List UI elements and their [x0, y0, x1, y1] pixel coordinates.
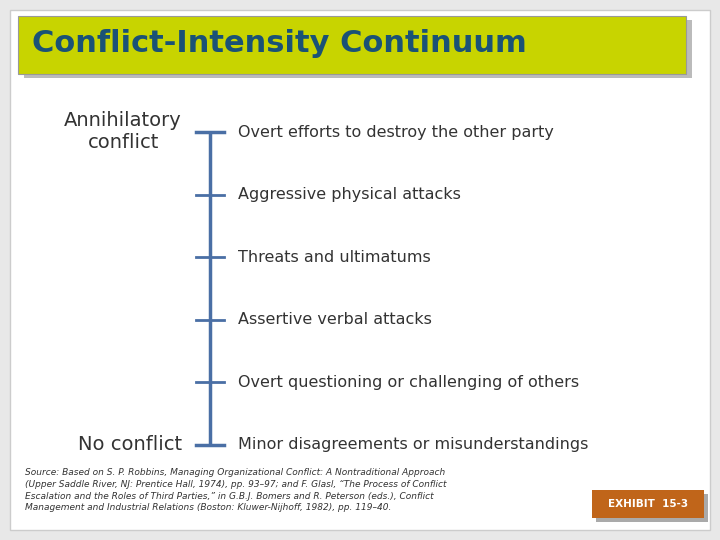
Text: Annihilatory
conflict: Annihilatory conflict — [64, 111, 182, 152]
Text: EXHIBIT  15-3: EXHIBIT 15-3 — [608, 499, 688, 509]
FancyBboxPatch shape — [596, 494, 708, 522]
Text: Minor disagreements or misunderstandings: Minor disagreements or misunderstandings — [238, 437, 588, 453]
Text: Assertive verbal attacks: Assertive verbal attacks — [238, 312, 432, 327]
FancyBboxPatch shape — [18, 16, 686, 74]
Text: Overt questioning or challenging of others: Overt questioning or challenging of othe… — [238, 375, 579, 390]
Text: Overt efforts to destroy the other party: Overt efforts to destroy the other party — [238, 125, 554, 139]
Text: Source: Based on S. P. Robbins, Managing Organizational Conflict: A Nontradition: Source: Based on S. P. Robbins, Managing… — [25, 468, 446, 512]
Text: Threats and ultimatums: Threats and ultimatums — [238, 249, 431, 265]
FancyBboxPatch shape — [592, 490, 704, 518]
Text: No conflict: No conflict — [78, 435, 182, 455]
Text: Conflict-Intensity Continuum: Conflict-Intensity Continuum — [32, 30, 527, 58]
FancyBboxPatch shape — [10, 10, 710, 530]
Text: Aggressive physical attacks: Aggressive physical attacks — [238, 187, 461, 202]
FancyBboxPatch shape — [24, 20, 692, 78]
